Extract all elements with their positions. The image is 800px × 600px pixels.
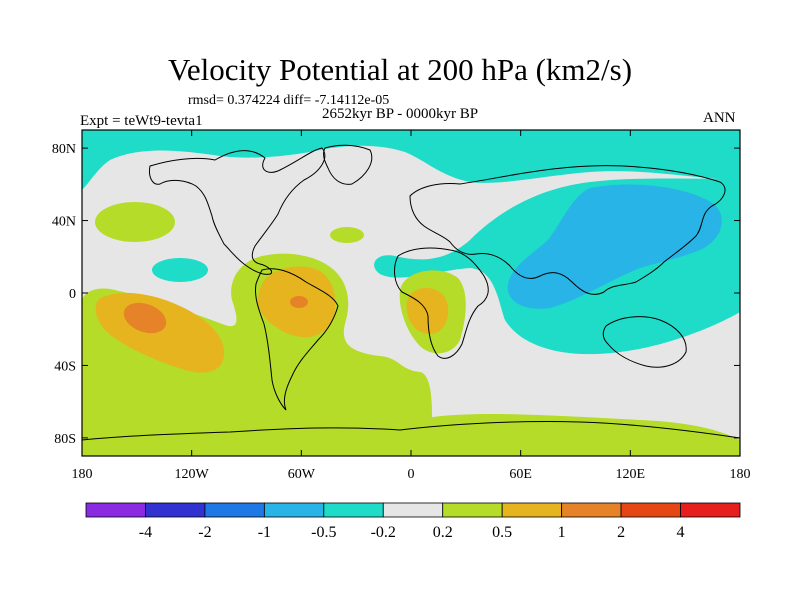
season-label: ANN [703,110,736,126]
field-core-samerica [290,296,308,308]
colorbar-label: 0.5 [492,524,512,541]
colorbar-swatch [85,502,146,518]
colorbar-label: -0.2 [371,524,396,541]
colorbar-swatch [263,502,325,518]
field-green-south [82,253,432,456]
lat-axis: 80N 40N 0 40S 80S [52,142,740,447]
map-field [82,130,740,456]
field-cyan-north [82,130,740,190]
field-green-antarctic [425,414,740,456]
colorbar-label: 1 [558,524,566,541]
field-core-pacific [123,302,167,334]
colorbar-swatch [680,502,741,518]
lon-axis: 180 120W 60W 0 60E 120E 180 [72,130,751,482]
colorbar-swatch [561,502,622,518]
lat-tick-label: 0 [69,287,76,302]
plot-title: Velocity Potential at 200 hPa (km2/s) [167,52,633,87]
colorbar-swatch [145,502,206,518]
experiment-label: Expt = teWt9-tevta1 [80,113,203,129]
lat-tick-label: 80N [52,142,76,157]
colorbar-label: -4 [139,524,152,541]
stats-line: rmsd= 0.374224 diff= -7.14112e-05 [188,93,390,108]
coast-antarctica [82,420,740,441]
coast-greenland [323,144,373,185]
coast-south-america [255,268,339,411]
lon-tick-label: 180 [72,467,93,482]
colorbar-label: 0.2 [433,524,453,541]
lon-tick-label: 120E [616,467,646,482]
colorbar-swatch [501,502,563,518]
colorbar-label: -1 [258,524,271,541]
colorbar-label: 4 [677,524,685,541]
field-green-npacific [95,202,175,242]
field-cyan-pacific-north [152,258,208,282]
lat-tick-label: 40N [52,215,76,230]
lon-tick-label: 0 [408,467,415,482]
coast-africa [394,247,489,359]
coast-australia [602,316,687,368]
coastlines [82,144,740,441]
lon-tick-label: 60E [509,467,532,482]
lat-tick-label: 40S [54,359,76,374]
lon-tick-label: 180 [730,467,751,482]
field-orange-africa [406,287,449,335]
coast-eurasia [409,165,726,295]
colorbar-swatch [442,502,503,518]
colorbar: -4 -2 -1 -0.5 -0.2 0.2 0.5 1 2 4 [85,502,741,541]
period-label: 2652kyr BP - 0000kyr BP [322,106,479,122]
coast-north-america [149,147,326,275]
colorbar-swatch [620,502,681,518]
colorbar-swatch [323,502,384,518]
field-blue-asia [507,184,722,309]
lat-tick-label: 80S [54,432,76,447]
colorbar-label: 2 [617,524,625,541]
lon-tick-label: 60W [288,467,316,482]
lon-tick-label: 120W [175,467,210,482]
field-green-natlantic [330,227,364,243]
colorbar-swatch [204,502,265,518]
colorbar-label: -2 [198,524,211,541]
colorbar-label: -0.5 [311,524,336,541]
colorbar-swatch [382,502,444,518]
